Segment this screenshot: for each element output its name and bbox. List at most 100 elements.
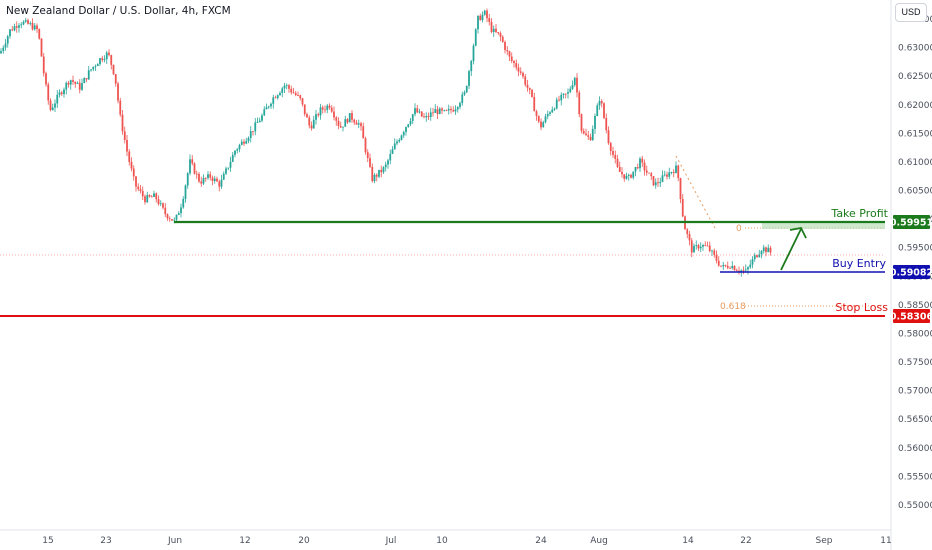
time-tick-label: Aug (590, 536, 608, 546)
candle-body (688, 234, 691, 241)
candle-body (99, 58, 101, 65)
time-axis[interactable]: 15 23 Jun 12 20 Jul 10 24 Aug 14 22 Sep 11 (0, 529, 892, 546)
candle-body (542, 122, 545, 128)
candle-body (508, 51, 511, 57)
candle-body (402, 132, 405, 136)
candle-body (578, 92, 581, 115)
candle-body (769, 247, 772, 253)
candle-body (182, 198, 185, 208)
candle-body (686, 229, 689, 235)
candle-body (63, 89, 65, 95)
candle-body (186, 173, 189, 186)
candle-body (171, 219, 173, 221)
candle-body (281, 88, 284, 93)
candle-body (83, 78, 86, 84)
candle-body (699, 246, 702, 249)
candle-body (24, 20, 27, 22)
candle-body (504, 41, 506, 51)
candle-body (353, 119, 356, 123)
candle-body (616, 158, 619, 167)
candle-body (641, 158, 644, 163)
candle-body (724, 265, 727, 266)
time-tick-label: 11 (880, 536, 891, 546)
candle-body (742, 270, 745, 272)
candle-body (468, 71, 470, 86)
candle-body (240, 141, 243, 145)
candle-body (549, 112, 551, 115)
candle-body (609, 143, 612, 152)
candle-body (432, 112, 434, 114)
buy-entry-price-tag: 0.59082 (890, 265, 932, 279)
candle-body (238, 144, 241, 150)
candle-body (630, 174, 632, 178)
take-profit-label: Take Profit (830, 207, 888, 220)
candle-body (128, 151, 131, 162)
candle-body (537, 115, 540, 122)
candle-body (330, 107, 333, 112)
candle-body (105, 52, 108, 60)
currency-button[interactable]: USD (895, 3, 927, 22)
candle-body (562, 93, 565, 95)
candle-body (333, 111, 335, 118)
candle-body (416, 108, 419, 113)
candle-body (513, 60, 515, 64)
price-tick-label: 0.57000 (898, 387, 932, 397)
candle-body (117, 83, 119, 101)
candle-body (139, 189, 142, 191)
candle-body (540, 121, 542, 128)
candle-body (103, 59, 106, 61)
candle-body (200, 181, 203, 184)
candle-body (90, 69, 92, 71)
candle-body (162, 203, 164, 208)
candle-body (612, 151, 614, 155)
candle-body (726, 265, 729, 268)
candle-body (551, 109, 554, 113)
candle-body (9, 29, 11, 37)
candle-body (695, 245, 698, 246)
candle-body (497, 32, 500, 34)
candle-body (740, 270, 743, 272)
candle-body (369, 158, 371, 167)
candle-body (391, 149, 394, 154)
candle-body (533, 96, 536, 112)
candle-body (312, 119, 315, 129)
candle-body (153, 193, 155, 197)
candle-body (398, 139, 401, 142)
candle-body (189, 159, 191, 174)
candle-body (598, 101, 601, 106)
candle-body (560, 94, 563, 101)
candle-body (715, 254, 718, 261)
candle-body (479, 15, 482, 21)
candle-body (288, 85, 290, 89)
candle-body (371, 166, 374, 182)
candle-body (675, 165, 677, 174)
candle-body (414, 108, 416, 115)
candle-body (666, 174, 668, 177)
candles (0, 8, 772, 277)
candle-body (132, 168, 135, 177)
candle-body (207, 174, 209, 179)
candle-body (693, 245, 695, 253)
candle-body (594, 116, 596, 129)
candle-body (744, 269, 747, 271)
candle-body (580, 114, 583, 131)
candle-body (427, 116, 430, 118)
candle-body (20, 24, 23, 26)
price-tick-label: 0.60500 (898, 187, 932, 197)
candle-body (767, 247, 770, 253)
candle-body (472, 45, 475, 62)
candle-body (272, 97, 275, 104)
candle-body (146, 195, 149, 203)
candle-body (380, 169, 383, 173)
candle-body (123, 131, 126, 140)
candle-body (18, 25, 20, 28)
candle-body (308, 117, 311, 126)
candle-body (661, 175, 664, 182)
price-axis[interactable]: 0.635000.630000.625000.620000.615000.610… (890, 0, 932, 550)
candle-body (605, 117, 608, 131)
fib-zero-label: 0 (736, 224, 742, 234)
candle-body (636, 167, 639, 169)
candle-body (69, 80, 72, 85)
candle-body (569, 88, 572, 93)
